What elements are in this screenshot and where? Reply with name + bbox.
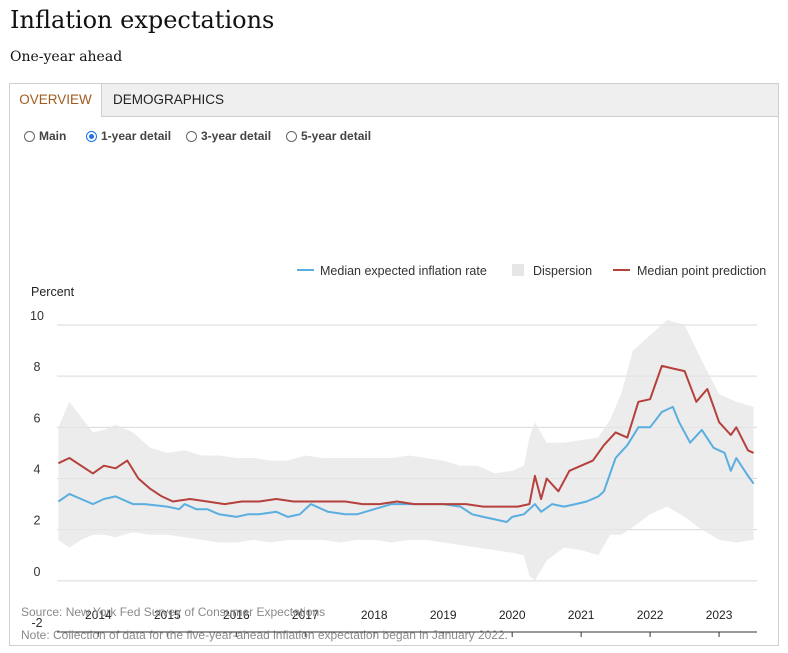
radio-circle-icon [24, 131, 35, 142]
x-tick-label: 2019 [430, 608, 457, 622]
x-tick-label: 2023 [706, 608, 733, 622]
x-tick-label: 2020 [499, 608, 526, 622]
tab-bar: OVERVIEW DEMOGRAPHICS [10, 84, 778, 117]
radio-label: Main [39, 129, 67, 143]
radio-1-year-detail[interactable]: 1-year detail [86, 128, 171, 144]
x-tick-label: 2022 [637, 608, 664, 622]
page-title: Inflation expectations [10, 6, 275, 34]
dispersion-band [58, 319, 754, 581]
radio-circle-icon [286, 131, 297, 142]
x-tick-label: 2017 [292, 608, 319, 622]
radio-label: 5-year detail [301, 129, 372, 143]
median-expected-inflation-line[interactable] [57, 405, 755, 523]
y-tick-label: 10 [30, 309, 44, 323]
tab-demographics[interactable]: DEMOGRAPHICS [113, 92, 225, 107]
median-point-prediction-line[interactable] [57, 364, 755, 508]
y-tick-label: 4 [34, 463, 41, 477]
y-tick-label: 0 [34, 565, 41, 579]
radio-label: 1-year detail [101, 129, 172, 143]
legend-label-dispersion[interactable]: Dispersion [533, 264, 592, 278]
x-tick-label: 2014 [85, 608, 112, 622]
y-tick-label: 6 [34, 411, 41, 425]
y-tick-label: 2 [34, 514, 41, 528]
chart-panel: OVERVIEW DEMOGRAPHICS Main 1-year detail… [9, 83, 779, 646]
radio-main[interactable]: Main [24, 128, 66, 144]
radio-circle-icon [186, 131, 197, 142]
inflation-chart: Median expected inflation rate Dispersio… [30, 264, 766, 637]
y-axis-label: Percent [31, 285, 75, 299]
radio-label: 3-year detail [201, 129, 272, 143]
legend-swatch-dispersion [512, 264, 524, 276]
x-tick-label: 2018 [361, 608, 388, 622]
chart-legend: Median expected inflation rate Dispersio… [297, 264, 766, 278]
x-tick-label: 2016 [223, 608, 250, 622]
series-lines [57, 364, 755, 523]
y-tick-label: -2 [31, 616, 42, 630]
radio-3-year-detail[interactable]: 3-year detail [186, 128, 271, 144]
legend-label-median-rate[interactable]: Median expected inflation rate [320, 264, 487, 278]
radio-5-year-detail[interactable]: 5-year detail [286, 128, 371, 144]
legend-label-median-point[interactable]: Median point prediction [637, 264, 766, 278]
x-tick-label: 2021 [568, 608, 595, 622]
x-tick-label: 2015 [154, 608, 181, 622]
collection-note: Note: Collection of data for the five-ye… [21, 628, 508, 642]
radio-selected-icon [86, 131, 97, 142]
x-axis: 2014 2015 2016 2017 2018 2019 2020 2021 2022 2023 [57, 608, 757, 637]
y-tick-labels: 10 8 6 4 2 0 -2 [30, 309, 44, 630]
y-tick-label: 8 [34, 360, 41, 374]
tab-overview[interactable]: OVERVIEW [10, 84, 102, 117]
dispersion-area[interactable] [58, 319, 754, 581]
page-subtitle: One-year ahead [10, 49, 123, 65]
source-note: Source: New York Fed Survey of Consumer … [21, 605, 326, 619]
